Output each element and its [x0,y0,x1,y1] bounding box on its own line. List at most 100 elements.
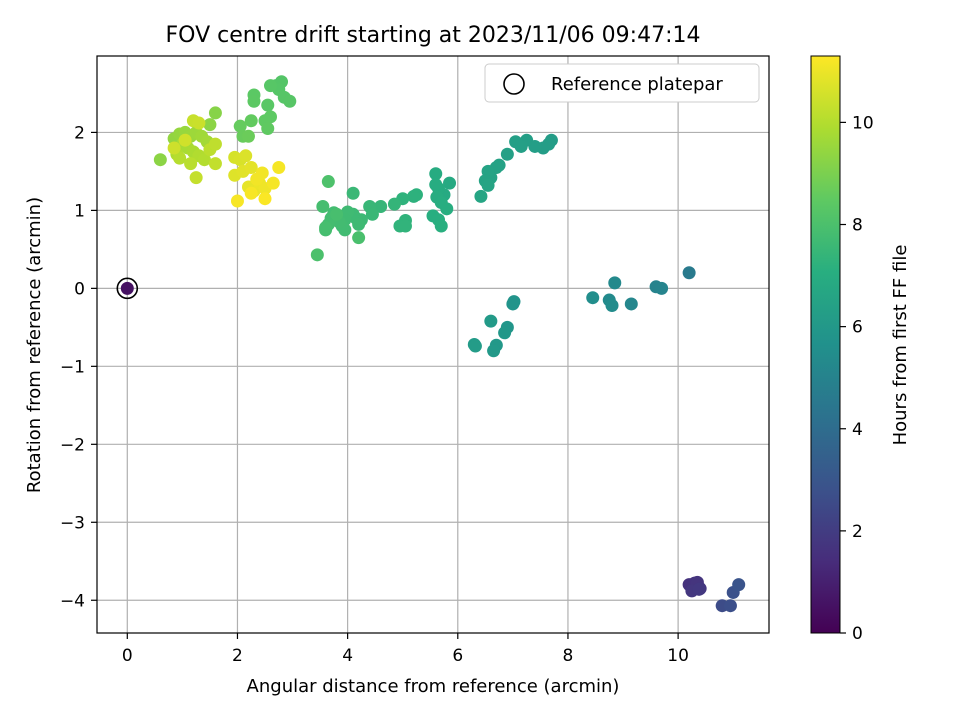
data-point [261,98,275,112]
data-point [608,276,622,290]
data-point [120,281,134,295]
data-point [261,122,275,136]
data-point [233,119,247,133]
colorbar-tick-label: 8 [852,216,863,236]
data-point [474,189,488,203]
y-tick-label: −1 [60,357,85,377]
data-point [167,141,181,155]
data-point [258,192,272,206]
data-point [586,291,600,305]
data-point [244,161,258,175]
data-point [173,151,187,165]
data-point [624,297,638,311]
colorbar-label: Hours from first FF file [890,245,911,446]
data-point [498,326,512,340]
x-tick-label: 0 [122,646,133,666]
y-tick-label: 2 [74,123,85,143]
data-point [244,186,258,200]
data-point [407,189,421,203]
data-point [655,281,669,295]
y-axis-ticks: −4 −3 −2 −1 0 1 2 [60,123,97,611]
data-point [330,207,344,221]
data-point [481,178,495,192]
colorbar: 0 2 4 6 8 10 Hours from first FF file [810,55,911,644]
y-tick-label: 0 [74,279,85,299]
data-point [507,295,521,309]
data-point [247,94,261,108]
data-point [723,599,737,613]
data-point [429,178,443,192]
x-tick-label: 10 [667,646,689,666]
data-point [398,219,412,233]
y-tick-label: −3 [60,513,85,533]
grid-lines [97,56,769,633]
legend-box [484,63,760,103]
data-point [316,199,330,213]
y-tick-label: −4 [60,591,85,611]
colorbar-tick-label: 2 [852,522,863,542]
x-tick-label: 2 [232,646,243,666]
data-point [346,186,360,200]
data-point [487,344,501,358]
legend-reference-icon [503,73,525,95]
y-tick-label: 1 [74,201,85,221]
data-point [509,135,523,149]
data-point [682,266,696,280]
legend: Reference platepar [484,63,760,103]
data-point [500,147,514,161]
colorbar-gradient [810,55,841,634]
data-point [208,137,222,151]
data-point [203,118,217,132]
data-point [272,161,286,175]
data-point [365,207,379,221]
data-point [241,129,255,143]
y-tick-label: −2 [60,435,85,455]
data-point [264,79,278,93]
colorbar-tick-label: 0 [852,624,863,644]
data-point [266,176,280,190]
data-point [153,153,167,167]
chart-title: FOV centre drift starting at 2023/11/06 … [166,23,701,48]
data-point [352,217,366,231]
data-point [239,149,253,163]
data-point [310,248,324,262]
x-tick-label: 4 [342,646,353,666]
data-points [120,75,746,613]
data-point [319,221,333,235]
data-point [692,582,706,596]
x-axis-label: Angular distance from reference (arcmin) [247,676,620,697]
data-point [255,166,269,180]
data-point [732,578,746,592]
x-tick-label: 8 [563,646,574,666]
legend-label: Reference platepar [551,74,723,95]
data-point [197,153,211,167]
data-point [244,114,258,128]
data-point [387,197,401,211]
data-point [374,199,388,213]
data-point [468,339,482,353]
data-point [440,202,454,216]
colorbar-tick-label: 10 [852,113,874,133]
y-axis-label: Rotation from reference (arcmin) [24,197,45,493]
data-point [321,175,335,189]
data-point [283,94,297,108]
data-point [230,194,244,208]
data-point [178,133,192,147]
x-axis-ticks: 0 2 4 6 8 10 [122,633,689,666]
data-point [208,157,222,171]
data-point [352,231,366,245]
data-point [605,299,619,313]
x-tick-label: 6 [452,646,463,666]
colorbar-tick-label: 6 [852,318,863,338]
data-point [184,157,198,171]
data-point [429,167,443,181]
reference-platepar-marker [116,277,139,300]
plot-frame [96,55,770,634]
data-point [189,171,203,185]
data-point [434,219,448,233]
data-point [443,176,457,190]
colorbar-ticks: 0 2 4 6 8 10 [840,113,874,644]
colorbar-tick-label: 4 [852,420,863,440]
data-point [192,116,206,130]
